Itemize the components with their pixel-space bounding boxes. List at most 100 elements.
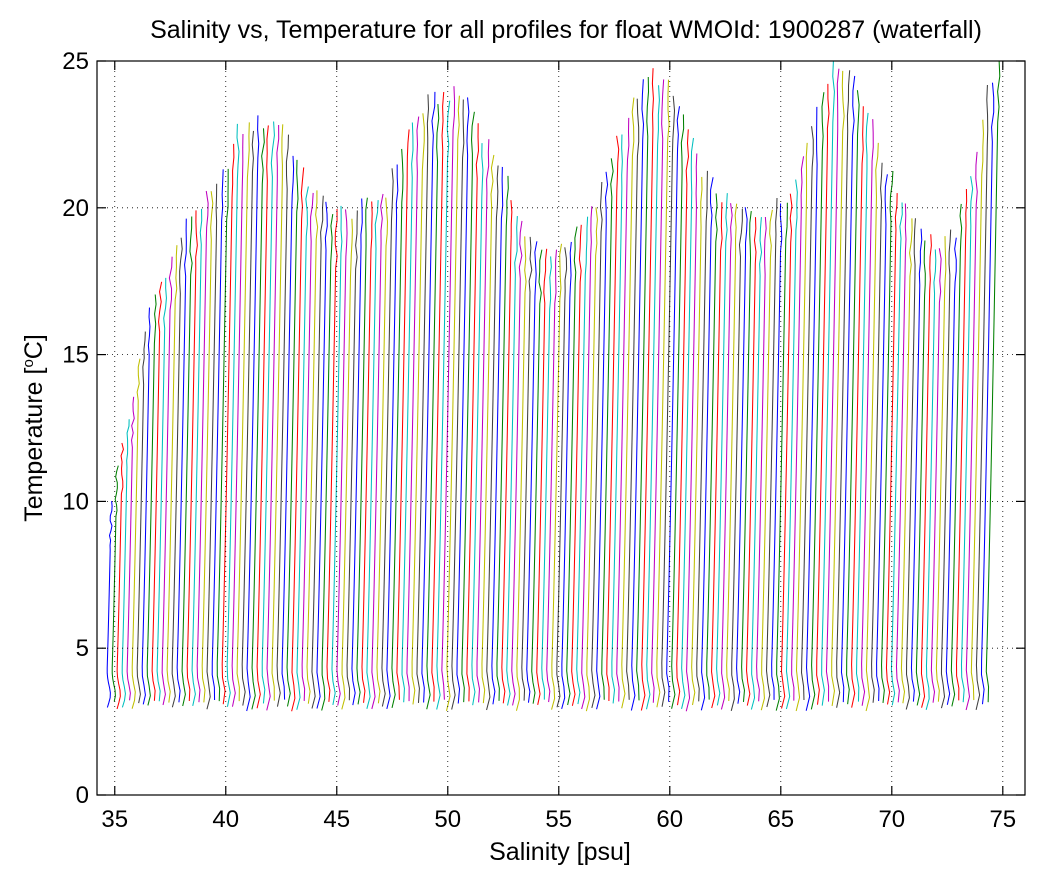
profile-line [356, 197, 368, 705]
profile-line [106, 501, 113, 708]
x-tick-label: 70 [878, 806, 905, 833]
profile-line [831, 70, 845, 707]
y-tick-label: 25 [62, 48, 89, 75]
profile-line [341, 218, 353, 710]
profile-line [411, 113, 425, 705]
x-tick-label: 60 [656, 806, 683, 833]
profile-line [671, 114, 685, 709]
profile-line [266, 124, 280, 711]
profile-line [431, 91, 445, 702]
profile-line [521, 236, 533, 701]
profile-line [621, 97, 635, 709]
profile-line [371, 193, 384, 710]
profile-line [111, 465, 119, 702]
profile-line [326, 209, 338, 702]
profile-line [736, 207, 748, 704]
profile-line [306, 190, 319, 704]
profile-line [805, 106, 818, 711]
profile-line [386, 164, 399, 710]
profile-line [556, 247, 568, 708]
profile-line [771, 203, 783, 700]
profile-line [116, 442, 124, 710]
profile-line [676, 129, 690, 706]
profile-line [645, 85, 660, 710]
profile-line [576, 216, 589, 705]
profile-line [925, 249, 937, 710]
profile-line [541, 256, 552, 700]
y-axis-title-superscript: o [20, 359, 37, 367]
profile-line [571, 224, 582, 706]
profile-line [606, 135, 620, 701]
profile-line [216, 168, 229, 702]
profile-line [785, 179, 798, 710]
profile-line [910, 228, 923, 702]
profile-line [795, 142, 808, 712]
profile-line [311, 195, 324, 709]
profile-line [950, 203, 963, 707]
profile-lines [106, 60, 1001, 712]
profile-line [661, 95, 676, 707]
profile-line [666, 106, 681, 702]
profile-line [346, 210, 358, 701]
profile-line [630, 79, 645, 711]
profile-line [515, 236, 527, 711]
profile-line [601, 158, 614, 700]
profile-line [526, 241, 538, 703]
y-tick-label: 0 [76, 782, 89, 809]
y-tick-labels: 0 5 10 15 20 25 [62, 48, 89, 809]
profile-line [286, 159, 299, 707]
profile-line [730, 208, 743, 711]
y-axis-title: Temperature [oC] [20, 334, 48, 522]
profile-line [256, 125, 269, 709]
profile-line [685, 153, 698, 712]
y-tick-label: 15 [62, 342, 89, 369]
profile-line [491, 166, 504, 705]
profile-line [905, 218, 916, 710]
profile-line [895, 203, 907, 703]
profile-line [191, 208, 203, 707]
profile-line [441, 86, 456, 700]
profile-line [316, 201, 328, 709]
profile-line [511, 220, 523, 706]
profile-line [496, 175, 509, 701]
profile-line [436, 100, 451, 710]
y-tick-label: 5 [76, 635, 89, 662]
profile-line [640, 68, 654, 711]
profile-line [241, 130, 255, 706]
profile-line [876, 174, 888, 702]
profile-line [201, 191, 214, 703]
profile-line [131, 358, 141, 709]
profile-line [366, 200, 379, 709]
profile-line [821, 60, 835, 706]
profile-line [401, 122, 414, 703]
profile-line [585, 207, 598, 712]
profile-line [251, 128, 265, 710]
profile-line [711, 202, 723, 709]
profile-line [920, 234, 932, 708]
profile-line [935, 236, 947, 702]
profile-line [206, 183, 218, 710]
profile-line [141, 307, 151, 705]
profile-line [226, 123, 240, 707]
y-tick-label: 10 [62, 488, 89, 515]
profile-line [391, 148, 404, 708]
profile-line [261, 121, 275, 704]
profile-line [836, 70, 851, 708]
profile-line [361, 201, 373, 703]
profile-line [591, 181, 603, 708]
x-tick-label: 55 [545, 806, 572, 833]
profile-line [656, 79, 670, 708]
x-tick-label: 35 [101, 806, 128, 833]
profile-line [296, 186, 309, 710]
x-tick-labels: 35 40 45 50 55 60 65 70 75 [101, 806, 1016, 833]
x-axis-title: Salinity [psu] [489, 838, 631, 866]
profile-line [945, 237, 957, 705]
profile-line [696, 170, 708, 702]
profile-line [726, 203, 738, 702]
profile-line [855, 112, 869, 702]
profile-line [716, 193, 728, 706]
profile-line [161, 256, 173, 706]
profile-line [810, 92, 825, 710]
profile-line [481, 154, 495, 704]
profile-line [840, 75, 856, 703]
